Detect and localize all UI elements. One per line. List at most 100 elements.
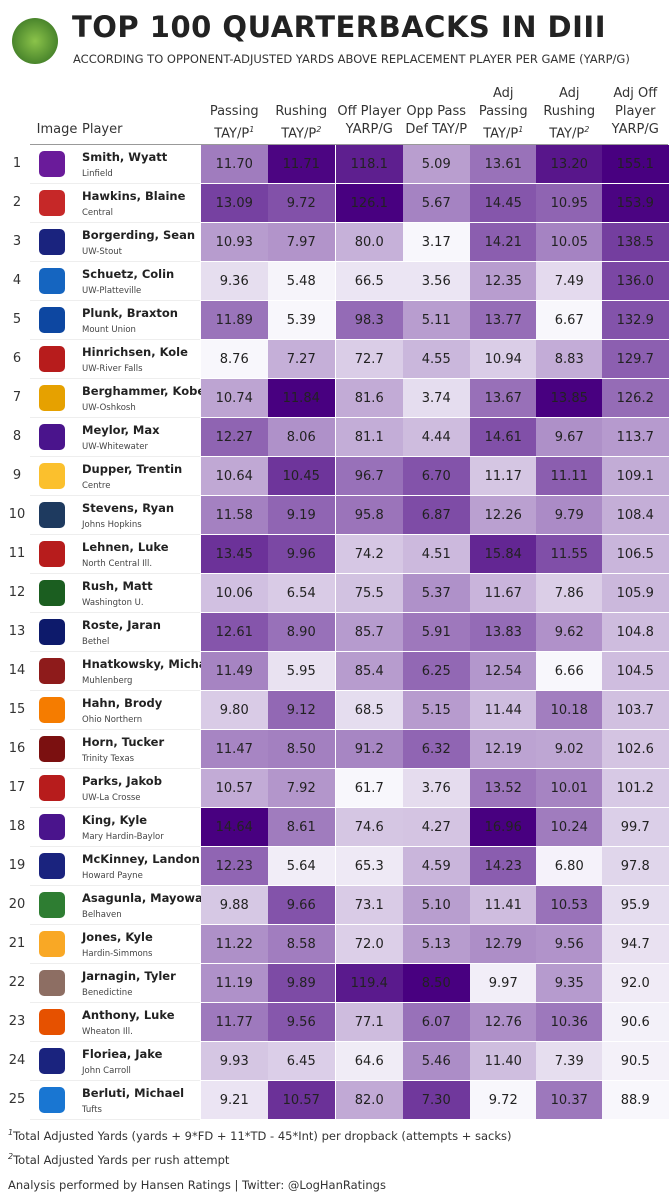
- header-line: TAY/P2: [268, 121, 335, 143]
- header-text: Adj Off: [613, 86, 658, 101]
- value-cell: 118.1: [336, 145, 403, 183]
- header-line: TAY/P1: [201, 121, 268, 143]
- player-name: Hinrichsen, Kole: [82, 345, 188, 359]
- value-cell: 136.0: [602, 262, 669, 300]
- value-cell: 81.1: [336, 418, 403, 456]
- value-cell: 85.4: [336, 652, 403, 690]
- header-text: Adj: [492, 86, 514, 101]
- value-cell: 8.76: [201, 340, 268, 378]
- rank: 18: [8, 819, 26, 834]
- value-cell: 5.13: [403, 925, 470, 963]
- value-cell: 6.67: [536, 301, 603, 339]
- value-cell: 4.59: [403, 847, 470, 885]
- team-logo: [39, 736, 65, 762]
- value-cell: 77.1: [336, 1003, 403, 1041]
- value-cell: 5.09: [403, 145, 470, 183]
- value-cell: 13.45: [201, 535, 268, 573]
- value-cell: 74.6: [336, 808, 403, 846]
- value-cell: 16.96: [470, 808, 537, 846]
- school-name: Muhlenberg: [82, 676, 133, 686]
- school-name: Howard Payne: [82, 871, 143, 881]
- school-name: UW-La Crosse: [82, 793, 141, 803]
- value-cell: 104.5: [602, 652, 669, 690]
- team-logo: [39, 190, 65, 216]
- value-cell: 5.46: [403, 1042, 470, 1080]
- team-logo: [39, 892, 65, 918]
- rank: 22: [8, 975, 26, 990]
- school-name: UW-Oshkosh: [82, 403, 136, 413]
- row-rule: [30, 339, 200, 340]
- value-cell: 66.5: [336, 262, 403, 300]
- header-line: Opp Pass: [403, 103, 470, 121]
- header-text: Player: [615, 104, 656, 119]
- header-line: TAY/P1: [470, 121, 537, 143]
- value-cell: 10.74: [201, 379, 268, 417]
- column-header: Passing TAY/P1: [201, 103, 268, 143]
- team-logo: [39, 502, 65, 528]
- rank: 25: [8, 1092, 26, 1107]
- value-cell: 8.50: [268, 730, 335, 768]
- title: TOP 100 QUARTERBACKS IN DIII: [72, 10, 607, 44]
- value-cell: 5.10: [403, 886, 470, 924]
- value-cell: 11.17: [470, 457, 537, 495]
- header-text: Opp Pass: [406, 104, 467, 119]
- header-text: TAY/P: [214, 126, 250, 142]
- team-logo: [39, 385, 65, 411]
- value-cell: 9.12: [268, 691, 335, 729]
- value-cell: 8.50: [403, 964, 470, 1002]
- value-cell: 9.97: [470, 964, 537, 1002]
- value-cell: 4.44: [403, 418, 470, 456]
- value-cell: 5.64: [268, 847, 335, 885]
- header-text: Passing: [209, 104, 259, 119]
- header-line: Player: [602, 103, 669, 121]
- header-line: Passing: [470, 103, 537, 121]
- header-text: Off Player: [337, 104, 402, 119]
- player-name: Hnatkowsky, Michael: [82, 657, 219, 671]
- row-rule: [30, 1002, 200, 1003]
- value-cell: 126.2: [602, 379, 669, 417]
- player-name: Jarnagin, Tyler: [82, 969, 176, 983]
- value-cell: 12.61: [201, 613, 268, 651]
- value-cell: 61.7: [336, 769, 403, 807]
- value-cell: 3.56: [403, 262, 470, 300]
- value-cell: 8.90: [268, 613, 335, 651]
- value-cell: 132.9: [602, 301, 669, 339]
- header-line: Rushing: [268, 103, 335, 121]
- value-cell: 95.8: [336, 496, 403, 534]
- header-line: Adj: [470, 85, 537, 103]
- player-name: Lehnen, Luke: [82, 540, 169, 554]
- rank: 4: [12, 273, 22, 288]
- school-name: Hardin-Simmons: [82, 949, 153, 959]
- value-cell: 74.2: [336, 535, 403, 573]
- value-cell: 7.92: [268, 769, 335, 807]
- value-cell: 10.18: [536, 691, 603, 729]
- value-cell: 104.8: [602, 613, 669, 651]
- column-header: Player: [82, 122, 123, 137]
- header-text: TAY/P: [549, 126, 585, 142]
- value-cell: 80.0: [336, 223, 403, 261]
- value-cell: 10.37: [536, 1081, 603, 1119]
- header-text: Rushing: [275, 104, 328, 119]
- header-line: Adj: [536, 85, 603, 103]
- value-cell: 9.72: [268, 184, 335, 222]
- rank: 10: [8, 507, 26, 522]
- value-cell: 5.48: [268, 262, 335, 300]
- rank: 21: [8, 936, 26, 951]
- row-rule: [30, 1041, 200, 1042]
- value-cell: 9.02: [536, 730, 603, 768]
- value-cell: 5.91: [403, 613, 470, 651]
- school-name: Trinity Texas: [82, 754, 135, 764]
- player-name: Hahn, Brody: [82, 696, 163, 710]
- team-logo: [39, 151, 65, 177]
- value-cell: 14.61: [470, 418, 537, 456]
- rank: 13: [8, 624, 26, 639]
- rank: 2: [12, 195, 22, 210]
- value-cell: 8.83: [536, 340, 603, 378]
- value-cell: 10.24: [536, 808, 603, 846]
- value-cell: 68.5: [336, 691, 403, 729]
- value-cell: 10.64: [201, 457, 268, 495]
- team-logo: [39, 931, 65, 957]
- player-name: Floriea, Jake: [82, 1047, 163, 1061]
- value-cell: 9.89: [268, 964, 335, 1002]
